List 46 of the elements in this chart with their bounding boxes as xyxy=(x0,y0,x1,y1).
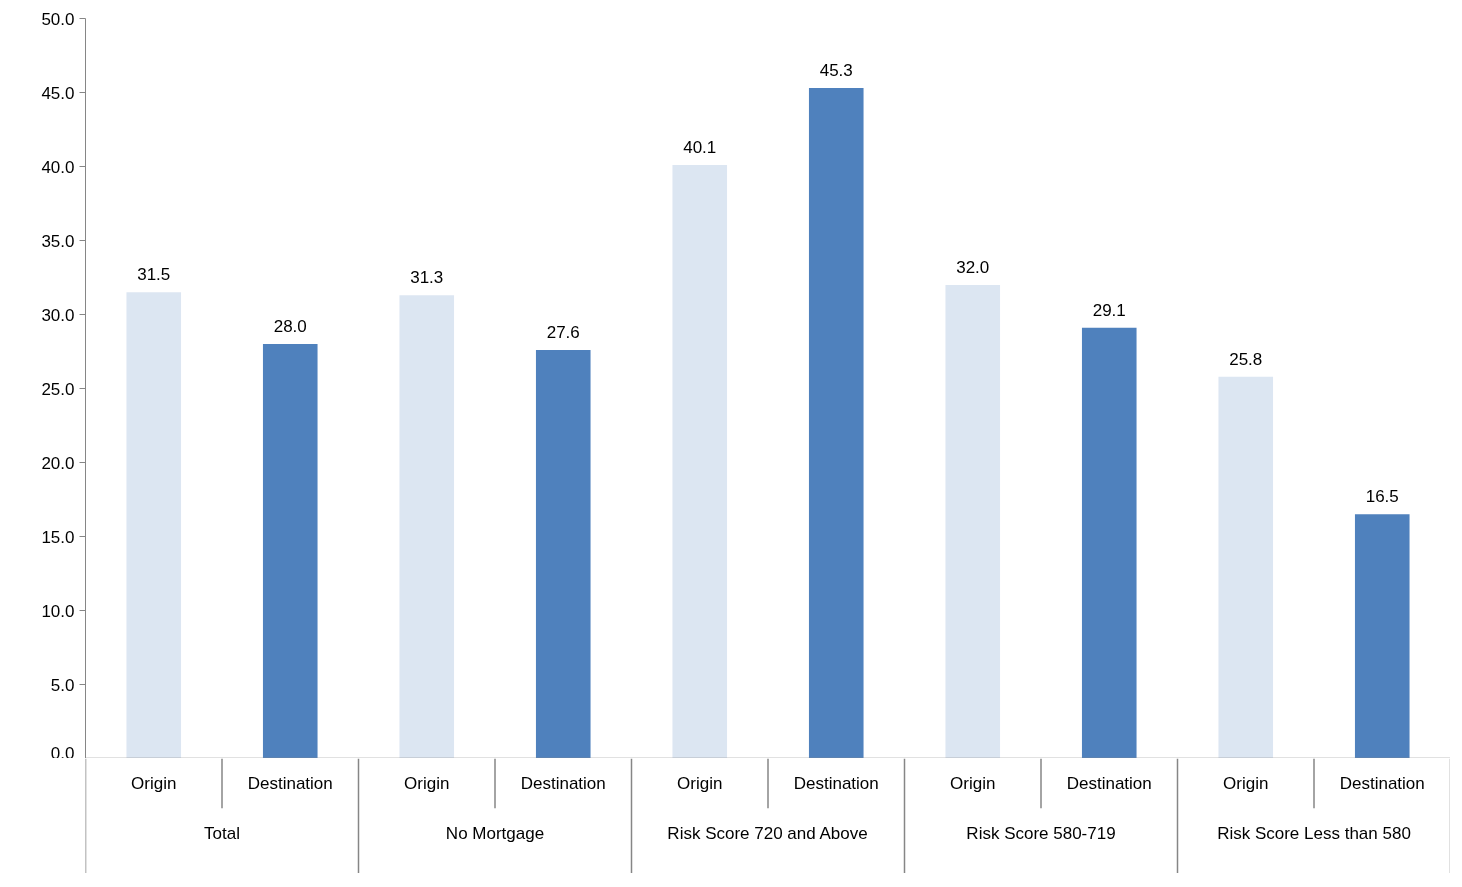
text: Origin xyxy=(404,773,450,793)
bar xyxy=(535,350,591,758)
data-label: 40.1 xyxy=(683,138,717,158)
data-label: 28.0 xyxy=(273,317,307,337)
x-tick-label: No Mortgage xyxy=(445,823,545,843)
bar xyxy=(262,344,318,758)
series-label: Origin xyxy=(131,773,177,793)
bar xyxy=(808,88,864,758)
data-label: 25.8 xyxy=(1229,349,1263,369)
data-label: 32.0 xyxy=(956,257,990,277)
data-label: 16.5 xyxy=(1365,487,1399,507)
bar xyxy=(1081,327,1137,758)
data-label: 31.3 xyxy=(410,268,444,288)
text: Destination xyxy=(520,773,606,793)
data-label: 29.1 xyxy=(1092,300,1126,320)
x-tick-label: Risk Score 580-719 xyxy=(966,823,1116,843)
text: Origin xyxy=(677,773,723,793)
bar xyxy=(1218,376,1274,758)
text: Origin xyxy=(950,773,996,793)
bar xyxy=(399,295,455,758)
y-tick-label: 15.0 xyxy=(41,527,75,547)
y-tick-label: 30.0 xyxy=(41,305,75,325)
data-label: 31.5 xyxy=(137,265,171,285)
y-tick-label: 50.0 xyxy=(41,9,75,29)
x-tick-label: Risk Score Less than 580 xyxy=(1217,823,1411,843)
y-tick-label: 5.0 xyxy=(50,675,75,695)
data-label: 45.3 xyxy=(819,61,853,81)
x-tick-label: Risk Score 720 and Above xyxy=(667,823,868,843)
bar xyxy=(1354,514,1410,758)
text: Origin xyxy=(1223,773,1269,793)
y-tick-label: 45.0 xyxy=(41,83,75,103)
text: Destination xyxy=(793,773,879,793)
y-tick-label: 0.0 xyxy=(50,743,75,763)
y-tick-label: 35.0 xyxy=(41,231,75,251)
y-tick-label: 10.0 xyxy=(41,601,75,621)
y-tick-label: 20.0 xyxy=(41,453,75,473)
y-tick-label: 40.0 xyxy=(41,157,75,177)
series-label: Destination xyxy=(247,773,333,793)
data-label: 27.6 xyxy=(546,323,580,343)
x-tick-label: Total xyxy=(204,823,240,843)
bar xyxy=(126,292,182,758)
bar xyxy=(945,284,1001,758)
text: Destination xyxy=(1339,773,1425,793)
text: Destination xyxy=(1066,773,1152,793)
y-tick-label: 25.0 xyxy=(41,379,75,399)
bar xyxy=(672,165,728,758)
